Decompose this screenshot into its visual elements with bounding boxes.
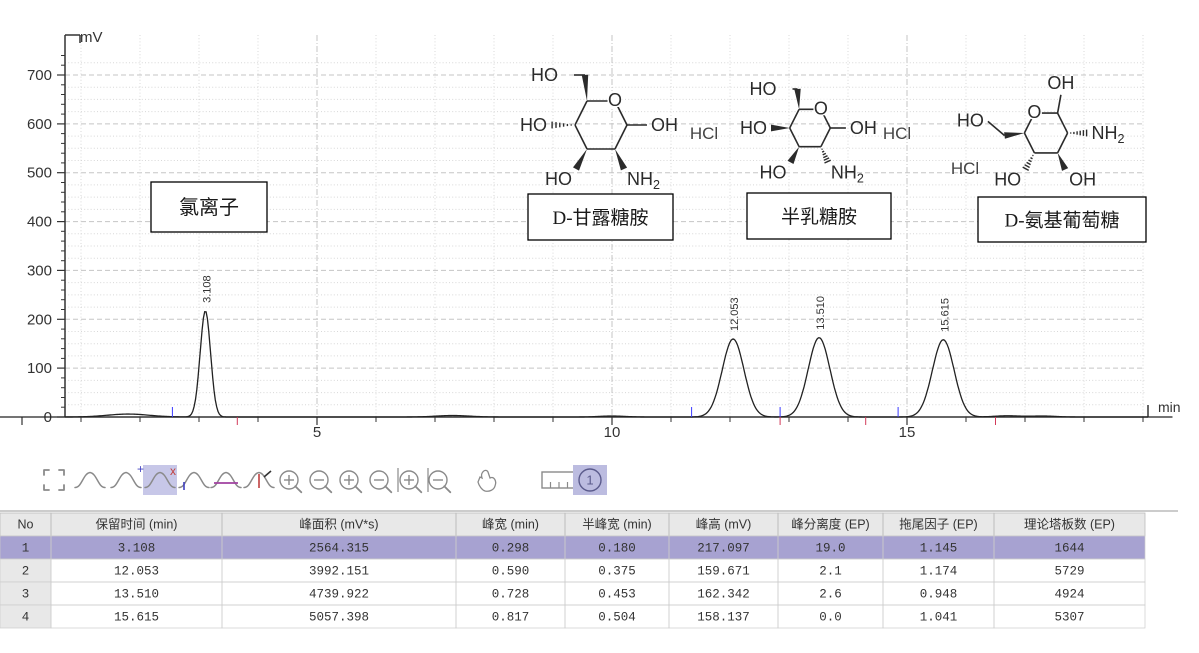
svg-text:HO: HO xyxy=(994,170,1021,190)
svg-text:半乳糖胺: 半乳糖胺 xyxy=(781,206,857,228)
svg-text:600: 600 xyxy=(27,116,52,133)
svg-text:10: 10 xyxy=(604,424,621,441)
svg-text:158.137: 158.137 xyxy=(697,611,750,625)
svg-text:12.053: 12.053 xyxy=(114,565,159,579)
svg-text:4: 4 xyxy=(22,611,30,625)
svg-text:2564.315: 2564.315 xyxy=(309,542,369,556)
svg-text:0.375: 0.375 xyxy=(598,565,636,579)
svg-text:0.948: 0.948 xyxy=(920,588,958,602)
svg-text:峰面积 (mV*s): 峰面积 (mV*s) xyxy=(299,518,378,532)
svg-text:2: 2 xyxy=(22,565,30,579)
svg-text:HO: HO xyxy=(750,79,777,99)
svg-text:OH: OH xyxy=(651,115,678,135)
svg-text:HCl: HCl xyxy=(883,124,911,143)
svg-text:O: O xyxy=(608,90,622,110)
svg-text:0.298: 0.298 xyxy=(492,542,530,556)
svg-text:3.108: 3.108 xyxy=(201,275,213,303)
svg-text:1: 1 xyxy=(22,542,30,556)
svg-text:0.453: 0.453 xyxy=(598,588,636,602)
svg-text:15.615: 15.615 xyxy=(939,298,951,332)
svg-text:0.504: 0.504 xyxy=(598,611,636,625)
svg-text:OH: OH xyxy=(850,118,877,138)
svg-text:5: 5 xyxy=(313,424,321,441)
svg-text:3: 3 xyxy=(22,588,30,602)
svg-text:300: 300 xyxy=(27,262,52,279)
svg-text:NH2: NH2 xyxy=(627,169,660,192)
svg-text:HO: HO xyxy=(760,162,787,182)
svg-text:19.0: 19.0 xyxy=(815,542,845,556)
svg-text:5057.398: 5057.398 xyxy=(309,611,369,625)
svg-text:mV: mV xyxy=(80,29,103,46)
svg-text:400: 400 xyxy=(27,214,52,231)
svg-text:HO: HO xyxy=(957,110,984,130)
svg-text:3.108: 3.108 xyxy=(118,542,156,556)
svg-text:159.671: 159.671 xyxy=(697,565,750,579)
svg-text:半峰宽 (min): 半峰宽 (min) xyxy=(582,517,651,532)
svg-text:1.174: 1.174 xyxy=(920,565,958,579)
svg-text:拖尾因子 (EP): 拖尾因子 (EP) xyxy=(899,518,977,532)
svg-text:0.728: 0.728 xyxy=(492,588,530,602)
svg-text:氯离子: 氯离子 xyxy=(179,196,239,219)
svg-text:HO: HO xyxy=(545,169,572,189)
svg-text:x: x xyxy=(170,464,176,478)
svg-text:100: 100 xyxy=(27,360,52,377)
svg-text:13.510: 13.510 xyxy=(114,588,159,602)
svg-text:12.053: 12.053 xyxy=(729,297,741,331)
svg-text:NH2: NH2 xyxy=(831,162,864,185)
svg-text:2.1: 2.1 xyxy=(819,565,842,579)
svg-text:HO: HO xyxy=(531,65,558,85)
svg-text:0.590: 0.590 xyxy=(492,565,530,579)
svg-text:OH: OH xyxy=(1047,73,1074,93)
svg-text:峰高 (mV): 峰高 (mV) xyxy=(696,517,752,532)
svg-text:HO: HO xyxy=(740,118,767,138)
svg-text:峰分离度 (EP): 峰分离度 (EP) xyxy=(791,517,869,532)
svg-text:O: O xyxy=(814,98,828,118)
svg-text:5307: 5307 xyxy=(1054,611,1084,625)
svg-text:500: 500 xyxy=(27,165,52,182)
svg-text:理论塔板数 (EP): 理论塔板数 (EP) xyxy=(1024,517,1115,532)
svg-text:0.0: 0.0 xyxy=(819,611,842,625)
svg-text:O: O xyxy=(1027,102,1041,122)
svg-text:217.097: 217.097 xyxy=(697,542,750,556)
svg-text:No: No xyxy=(18,518,34,532)
svg-text:HCl: HCl xyxy=(951,159,979,178)
svg-text:min: min xyxy=(1158,399,1181,415)
svg-text:1.145: 1.145 xyxy=(920,542,958,556)
svg-text:5729: 5729 xyxy=(1054,565,1084,579)
svg-text:162.342: 162.342 xyxy=(697,588,750,602)
svg-text:4924: 4924 xyxy=(1054,588,1084,602)
svg-text:OH: OH xyxy=(1069,170,1096,190)
svg-text:200: 200 xyxy=(27,311,52,328)
svg-text:NH2: NH2 xyxy=(1092,123,1125,146)
svg-text:15: 15 xyxy=(899,424,916,441)
svg-text:1: 1 xyxy=(586,473,593,488)
svg-text:D-氨基葡萄糖: D-氨基葡萄糖 xyxy=(1004,210,1119,232)
svg-text:HCl: HCl xyxy=(690,124,718,143)
svg-text:13.510: 13.510 xyxy=(815,296,827,330)
svg-text:+: + xyxy=(137,462,144,476)
svg-text:1.041: 1.041 xyxy=(920,611,958,625)
svg-text:4739.922: 4739.922 xyxy=(309,588,369,602)
svg-text:HO: HO xyxy=(520,115,547,135)
svg-text:700: 700 xyxy=(27,67,52,84)
svg-text:峰宽 (min): 峰宽 (min) xyxy=(482,517,539,532)
svg-text:0.817: 0.817 xyxy=(492,611,530,625)
svg-text:3992.151: 3992.151 xyxy=(309,565,369,579)
svg-text:D-甘露糖胺: D-甘露糖胺 xyxy=(552,207,648,229)
svg-text:0.180: 0.180 xyxy=(598,542,636,556)
svg-text:1644: 1644 xyxy=(1054,542,1084,556)
svg-text:保留时间 (min): 保留时间 (min) xyxy=(96,518,178,532)
svg-text:15.615: 15.615 xyxy=(114,611,159,625)
svg-text:2.6: 2.6 xyxy=(819,588,842,602)
